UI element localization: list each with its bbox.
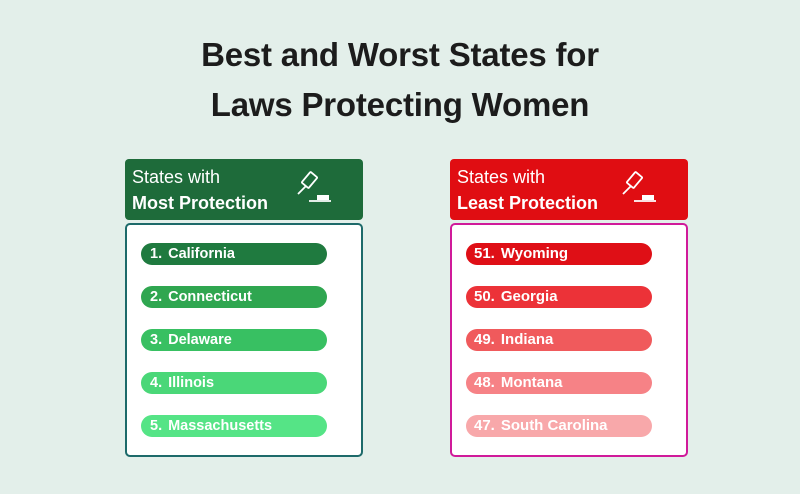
list-item: 3. Delaware	[141, 329, 327, 351]
page-title: Best and Worst States for Laws Protectin…	[0, 30, 800, 130]
list-item: 50. Georgia	[466, 286, 652, 308]
least-protection-header: States with Least Protection	[450, 159, 688, 220]
header-title: Most Protection	[132, 193, 269, 213]
header-subtitle: States with	[132, 167, 221, 187]
list-item: 4. Illinois	[141, 372, 327, 394]
most-protection-header: States with Most Protection	[125, 159, 363, 220]
title-line-2: Laws Protecting Women	[210, 86, 590, 123]
least-protection-list: 51. Wyoming 50. Georgia 49. Indiana 48. Mont…	[450, 223, 688, 457]
list-item: 47. South Carolina	[466, 415, 652, 437]
least-protection-panel: States with Least Protection 51. Wyoming …	[450, 159, 688, 457]
list-item: 1. California	[141, 243, 327, 265]
header-title: Least Protection	[457, 193, 599, 213]
most-protection-list: 1. California 2. Connecticut 3. Delaware 4.…	[125, 223, 363, 457]
header-subtitle: States with	[457, 167, 546, 187]
list-item: 51. Wyoming	[466, 243, 652, 265]
gavel-icon	[622, 171, 656, 202]
list-item: 5. Massachusetts	[141, 415, 327, 437]
title-line-1: Best and Worst States for	[201, 36, 599, 73]
list-item: 49. Indiana	[466, 329, 652, 351]
list-item: 2. Connecticut	[141, 286, 327, 308]
gavel-icon	[297, 171, 331, 202]
most-protection-panel: States with Most Protection 1. California…	[125, 159, 363, 457]
list-item: 48. Montana	[466, 372, 652, 394]
